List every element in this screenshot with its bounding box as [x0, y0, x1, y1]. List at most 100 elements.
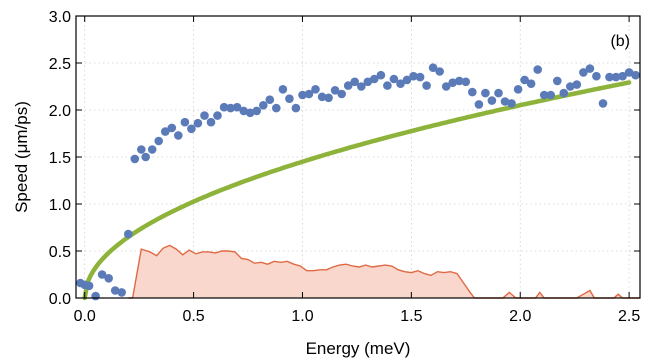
data-point — [167, 123, 177, 133]
data-point — [141, 152, 150, 162]
data-point — [285, 94, 294, 103]
data-point — [383, 81, 392, 90]
x-axis-title: Energy (meV) — [306, 339, 411, 358]
data-point — [396, 79, 405, 88]
data-point — [409, 71, 418, 81]
y-axis-title: Speed (μm/ps) — [12, 101, 31, 213]
panel-label: (b) — [610, 33, 630, 50]
data-point — [252, 106, 261, 116]
data-point — [559, 88, 569, 98]
data-point — [174, 131, 183, 140]
data-point — [474, 100, 484, 109]
y-tick-label: 2.0 — [49, 103, 71, 120]
data-point — [389, 74, 399, 84]
data-point — [206, 117, 216, 127]
fit-curve — [82, 80, 632, 301]
data-point — [618, 71, 627, 81]
data-point — [317, 92, 327, 102]
data-point — [311, 85, 320, 94]
data-point — [350, 77, 360, 87]
data-point — [435, 67, 445, 76]
data-point — [180, 117, 190, 127]
data-point — [272, 103, 281, 113]
data-point — [187, 124, 196, 134]
data-point — [487, 96, 497, 105]
data-point — [104, 274, 113, 283]
data-point — [330, 86, 340, 95]
data-point — [193, 118, 203, 128]
data-point — [507, 99, 516, 108]
data-point — [219, 102, 229, 112]
data-point — [239, 106, 248, 116]
fit-curve-line — [82, 80, 632, 301]
x-tick-label: 0.5 — [182, 308, 204, 325]
x-tick-label: 0.0 — [74, 308, 96, 325]
data-point — [130, 154, 140, 164]
data-points — [76, 63, 640, 301]
data-point — [585, 64, 595, 73]
data-point — [117, 288, 126, 297]
data-point — [324, 93, 333, 103]
y-tick-label: 1.5 — [49, 150, 71, 167]
data-point — [592, 71, 601, 81]
data-point — [376, 70, 386, 80]
data-point — [245, 108, 255, 118]
x-tick-label: 2.0 — [509, 308, 531, 325]
data-point — [232, 102, 242, 112]
area-outline — [128, 244, 640, 299]
data-point — [611, 72, 621, 82]
data-point — [566, 82, 575, 91]
y-tick-label: 1.0 — [49, 197, 71, 214]
axis-ticks: 0.0 0.5 1.0 1.5 2.0 2.5 0.0 0.5 1.0 1.5 2.0 2.5 3.0 — [49, 9, 641, 325]
data-point — [337, 89, 347, 99]
data-point — [147, 145, 157, 154]
data-point — [124, 229, 133, 239]
data-point — [402, 75, 412, 85]
data-point — [343, 81, 353, 90]
data-point — [428, 63, 438, 72]
data-point — [110, 286, 120, 295]
data-point — [468, 87, 477, 97]
y-tick-label: 3.0 — [49, 9, 71, 26]
data-point — [415, 72, 425, 82]
area-fill — [128, 245, 640, 298]
data-point — [579, 68, 588, 77]
data-point — [572, 80, 582, 89]
y-tick-label: 0.5 — [49, 244, 71, 261]
data-point — [553, 76, 562, 86]
data-point — [357, 82, 366, 91]
data-point — [278, 85, 288, 94]
data-point — [461, 77, 471, 87]
data-point — [137, 145, 146, 154]
data-point — [513, 85, 523, 94]
data-point — [605, 72, 614, 82]
grid-lines — [76, 15, 640, 299]
data-point — [363, 77, 373, 87]
data-point — [533, 65, 542, 74]
data-point — [304, 89, 314, 99]
data-point — [526, 79, 536, 88]
data-point — [84, 281, 94, 291]
data-point — [200, 111, 209, 120]
distribution-area — [128, 244, 640, 299]
data-point — [298, 90, 307, 100]
data-point — [481, 88, 490, 98]
data-point — [213, 111, 222, 120]
data-point — [97, 270, 107, 279]
data-point — [598, 99, 608, 108]
data-point — [546, 90, 555, 100]
x-tick-label: 1.5 — [400, 308, 422, 325]
data-point — [259, 101, 268, 110]
y-tick-label: 2.5 — [49, 56, 71, 73]
data-point — [455, 76, 464, 86]
data-point — [161, 127, 170, 136]
y-tick-label: 0.0 — [49, 291, 71, 308]
data-point — [500, 97, 510, 106]
data-point — [370, 74, 379, 84]
x-tick-label: 1.0 — [291, 308, 313, 325]
data-point — [448, 78, 458, 87]
data-point — [494, 88, 503, 98]
data-point — [226, 103, 235, 113]
data-point — [631, 70, 640, 80]
